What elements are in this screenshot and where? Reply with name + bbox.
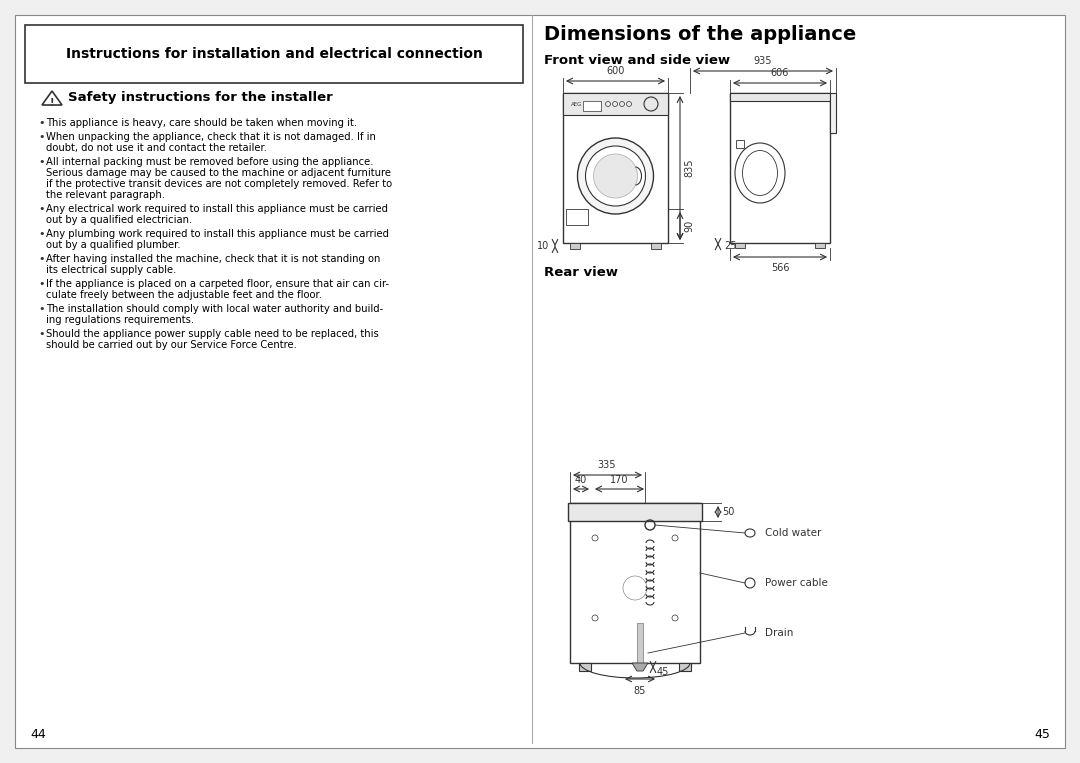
Bar — [831, 93, 836, 133]
Text: Instructions for installation and electrical connection: Instructions for installation and electr… — [66, 47, 483, 61]
Text: •: • — [38, 204, 44, 214]
Text: its electrical supply cable.: its electrical supply cable. — [46, 265, 176, 275]
Bar — [679, 663, 691, 671]
Text: Any electrical work required to install this appliance must be carried: Any electrical work required to install … — [46, 204, 388, 214]
Text: Cold water: Cold water — [765, 528, 822, 538]
Text: Should the appliance power supply cable need to be replaced, this: Should the appliance power supply cable … — [46, 329, 379, 339]
Text: 45: 45 — [657, 667, 670, 677]
Circle shape — [585, 146, 646, 206]
Text: Dimensions of the appliance: Dimensions of the appliance — [544, 25, 856, 44]
Text: 566: 566 — [771, 263, 789, 273]
Text: •: • — [38, 157, 44, 167]
Text: culate freely between the adjustable feet and the floor.: culate freely between the adjustable fee… — [46, 290, 322, 300]
Text: the relevant paragraph.: the relevant paragraph. — [46, 190, 165, 200]
Bar — [583, 101, 600, 111]
Bar — [566, 209, 588, 225]
Text: 90: 90 — [684, 220, 694, 232]
Text: should be carried out by our Service Force Centre.: should be carried out by our Service For… — [46, 340, 297, 350]
Text: Rear view: Rear view — [544, 266, 618, 279]
Text: The installation should comply with local water authority and build-: The installation should comply with loca… — [46, 304, 383, 314]
Text: Drain: Drain — [765, 628, 794, 638]
Text: 935: 935 — [754, 56, 772, 66]
Bar — [730, 93, 831, 243]
Text: •: • — [38, 229, 44, 239]
Text: This appliance is heavy, care should be taken when moving it.: This appliance is heavy, care should be … — [46, 118, 357, 128]
Text: doubt, do not use it and contact the retailer.: doubt, do not use it and contact the ret… — [46, 143, 267, 153]
Bar — [637, 623, 643, 663]
Text: 335: 335 — [597, 460, 617, 470]
Polygon shape — [632, 663, 648, 671]
Text: 600: 600 — [606, 66, 624, 76]
Text: 25: 25 — [724, 241, 737, 251]
Bar — [563, 93, 669, 115]
Text: ing regulations requirements.: ing regulations requirements. — [46, 315, 194, 325]
Bar — [570, 243, 580, 249]
Text: •: • — [38, 254, 44, 264]
Text: •: • — [38, 279, 44, 289]
Bar — [735, 243, 745, 248]
Text: All internal packing must be removed before using the appliance.: All internal packing must be removed bef… — [46, 157, 374, 167]
Bar — [730, 93, 831, 101]
Text: If the appliance is placed on a carpeted floor, ensure that air can cir-: If the appliance is placed on a carpeted… — [46, 279, 389, 289]
Text: 50: 50 — [723, 507, 734, 517]
Text: Front view and side view: Front view and side view — [544, 53, 730, 66]
Text: Safety instructions for the installer: Safety instructions for the installer — [68, 92, 333, 105]
Text: 170: 170 — [610, 475, 629, 485]
Text: •: • — [38, 118, 44, 128]
Bar — [568, 503, 702, 521]
Text: After having installed the machine, check that it is not standing on: After having installed the machine, chec… — [46, 254, 380, 264]
Text: 45: 45 — [1035, 728, 1050, 741]
Circle shape — [578, 138, 653, 214]
Bar — [815, 243, 825, 248]
Text: out by a qualified plumber.: out by a qualified plumber. — [46, 240, 180, 250]
Bar — [735, 140, 744, 148]
Bar — [570, 503, 700, 663]
Text: Power cable: Power cable — [765, 578, 828, 588]
Text: Serious damage may be caused to the machine or adjacent furniture: Serious damage may be caused to the mach… — [46, 168, 391, 178]
Text: •: • — [38, 304, 44, 314]
Text: 835: 835 — [684, 159, 694, 177]
Text: !: ! — [50, 98, 54, 108]
Text: if the protective transit devices are not completely removed. Refer to: if the protective transit devices are no… — [46, 179, 392, 189]
Text: 85: 85 — [634, 686, 646, 696]
Text: 40: 40 — [575, 475, 588, 485]
Circle shape — [594, 154, 637, 198]
Text: out by a qualified electrician.: out by a qualified electrician. — [46, 215, 192, 225]
Text: Any plumbing work required to install this appliance must be carried: Any plumbing work required to install th… — [46, 229, 389, 239]
Bar — [651, 243, 661, 249]
Text: 606: 606 — [771, 68, 789, 78]
Text: •: • — [38, 132, 44, 142]
Text: 10: 10 — [537, 241, 549, 251]
Bar — [563, 93, 669, 243]
Text: 44: 44 — [30, 728, 45, 741]
Text: AEG: AEG — [571, 101, 582, 107]
Text: •: • — [38, 329, 44, 339]
Bar — [25, 25, 523, 83]
Bar — [579, 663, 591, 671]
Text: When unpacking the appliance, check that it is not damaged. If in: When unpacking the appliance, check that… — [46, 132, 376, 142]
